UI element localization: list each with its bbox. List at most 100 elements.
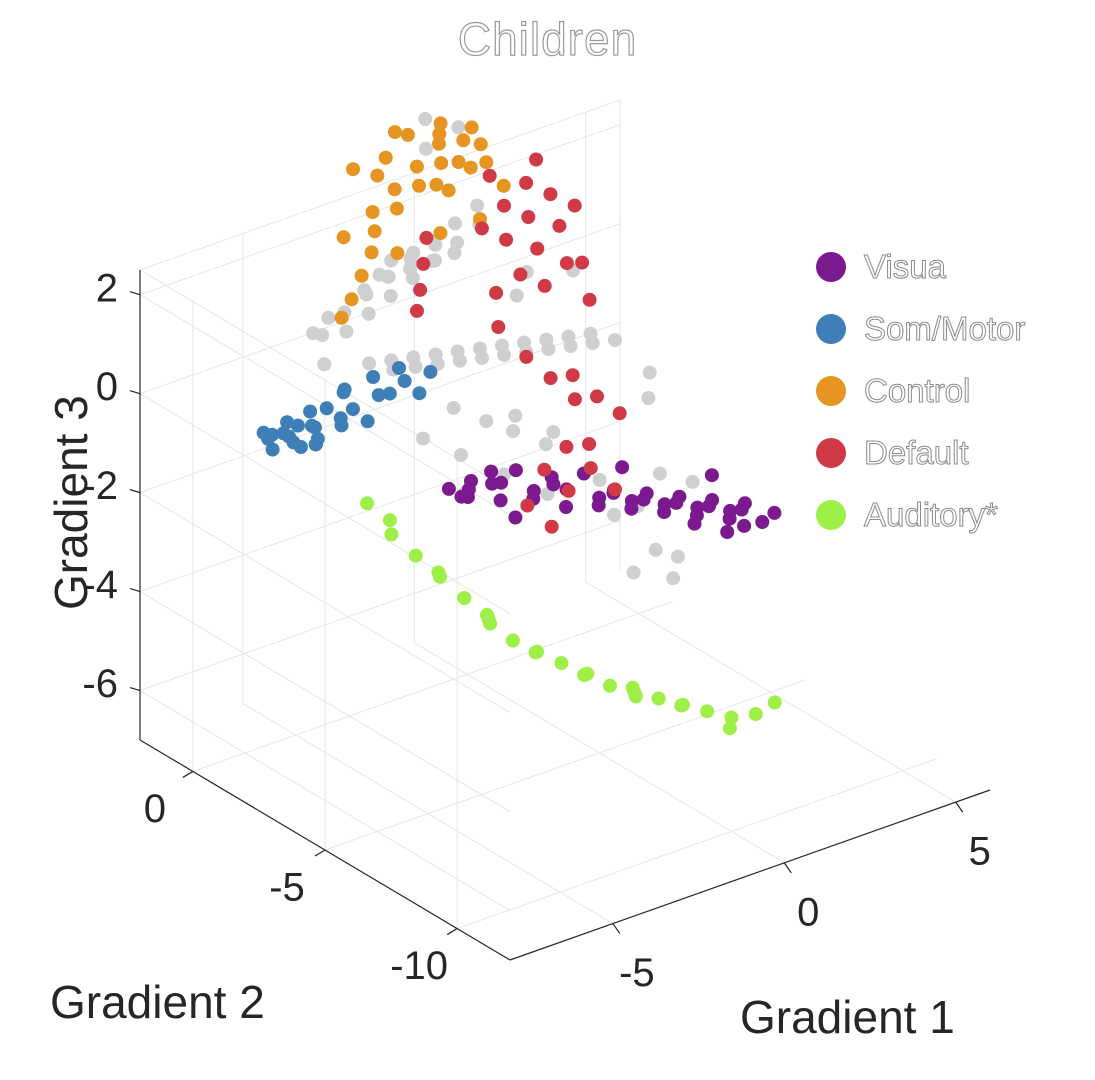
data-point (687, 516, 702, 531)
z-axis-title: Gradient 3 (45, 395, 97, 610)
data-point (543, 187, 558, 202)
data-point (519, 175, 534, 190)
data-point (603, 678, 617, 693)
data-point (360, 414, 375, 429)
x-tick-label: 5 (969, 830, 991, 874)
grid-line (139, 492, 511, 714)
data-point (592, 473, 607, 487)
data-point (639, 486, 654, 501)
data-point (737, 496, 752, 511)
data-point (433, 116, 448, 131)
x-tick-label: -5 (619, 951, 655, 995)
grid-line (139, 223, 621, 395)
z-tick-label: 0 (96, 365, 118, 409)
data-point (580, 666, 595, 681)
data-point (748, 707, 763, 722)
z-tick-label: -2 (82, 464, 118, 508)
data-point (317, 357, 332, 372)
data-point (648, 542, 663, 557)
legend-label: Som/Motor (863, 310, 1026, 348)
data-point (720, 525, 735, 539)
data-point (651, 691, 666, 706)
data-point (615, 460, 630, 475)
data-point (612, 406, 627, 421)
data-point (434, 156, 449, 171)
data-point (485, 476, 500, 491)
data-point (704, 468, 719, 483)
data-point (479, 155, 494, 170)
data-point (432, 136, 446, 151)
data-point (451, 120, 466, 135)
data-point (496, 178, 511, 193)
data-point (508, 463, 523, 478)
data-point (723, 503, 738, 518)
data-point (321, 310, 336, 325)
data-point (360, 496, 375, 511)
data-point (559, 500, 573, 514)
data-point (319, 401, 334, 416)
grid-line (139, 99, 621, 271)
data-point (497, 198, 511, 213)
data-point (419, 230, 434, 245)
z-tick-label: 2 (96, 266, 118, 310)
data-point (409, 159, 424, 174)
data-point (447, 246, 462, 260)
data-point (383, 289, 398, 303)
data-point (344, 292, 359, 307)
z-tick-label: -4 (82, 563, 118, 607)
z-tick (129, 390, 141, 395)
data-point (672, 489, 687, 504)
data-point (454, 489, 469, 504)
legend-label: Default (864, 434, 970, 472)
legend-label: Control (863, 372, 971, 410)
data-point (336, 385, 351, 400)
data-point (652, 466, 667, 481)
data-point (433, 226, 448, 241)
data-point (256, 425, 271, 440)
data-point (428, 347, 443, 362)
data-point (705, 493, 720, 507)
legend-marker (816, 314, 846, 344)
grid-line (139, 269, 511, 491)
data-point (387, 125, 402, 140)
data-point (364, 245, 379, 260)
data-point (583, 326, 598, 341)
data-point (690, 500, 705, 515)
x-axis-line (509, 789, 991, 961)
legend-item-auditory: Auditory* (816, 484, 1025, 546)
data-point (423, 364, 438, 379)
data-point (737, 518, 752, 533)
data-point (722, 721, 737, 736)
data-point (403, 261, 418, 276)
y-tick (446, 928, 458, 936)
data-point (666, 571, 681, 586)
y-axis-title: Gradient 2 (50, 976, 265, 1028)
data-point (416, 256, 431, 271)
data-point (529, 152, 544, 167)
data-point (567, 392, 582, 407)
legend: Visua Som/Motor Control Default Auditory… (816, 236, 1026, 546)
data-points (256, 112, 782, 736)
data-point (371, 388, 386, 403)
data-point (538, 437, 553, 452)
data-point (495, 338, 509, 353)
grid-line (139, 520, 621, 691)
data-point (513, 267, 528, 282)
data-point (429, 177, 444, 192)
data-point (365, 205, 380, 220)
data-point (543, 371, 558, 386)
legend-item-control: Control (816, 360, 1025, 422)
data-point (276, 426, 291, 441)
data-point (303, 404, 318, 419)
data-point (286, 435, 301, 450)
data-point (464, 120, 479, 135)
data-point (474, 221, 489, 236)
z-tick (129, 489, 141, 494)
data-point (657, 497, 672, 512)
data-point (567, 198, 582, 213)
data-point (265, 442, 280, 457)
data-point (361, 306, 376, 321)
data-point (370, 168, 385, 183)
data-point (565, 368, 580, 383)
